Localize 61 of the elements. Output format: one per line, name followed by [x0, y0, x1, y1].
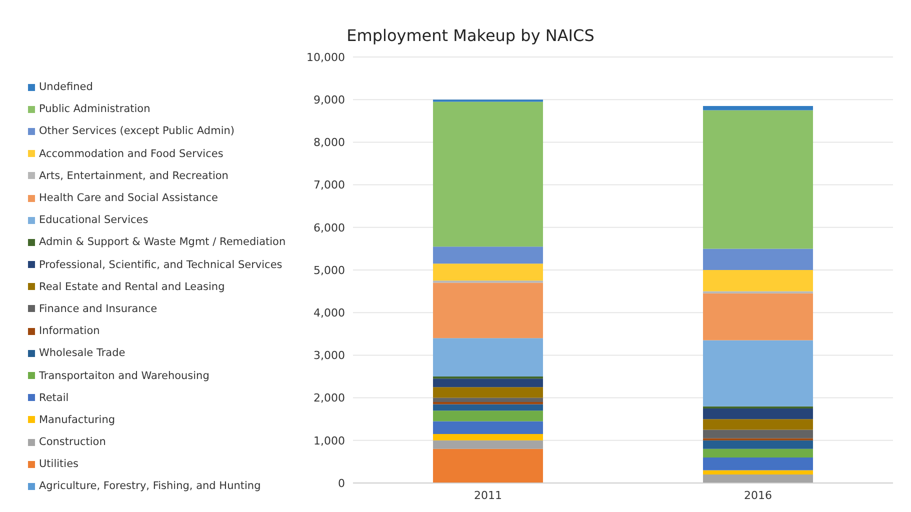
- bar: [703, 106, 813, 110]
- legend-label: Educational Services: [39, 214, 148, 226]
- legend-label: Real Estate and Rental and Leasing: [39, 280, 225, 293]
- y-tick-label: 1,000: [314, 434, 345, 448]
- legend-label: Utilities: [39, 458, 79, 470]
- legend-label: Health Care and Social Assistance: [39, 192, 218, 204]
- bar: [703, 340, 813, 406]
- bar: [703, 457, 813, 470]
- legend-label: Wholesale Trade: [39, 347, 126, 360]
- bar: [433, 102, 543, 247]
- bar: [433, 378, 543, 388]
- y-tick-label: 9,000: [314, 94, 345, 107]
- bar: [703, 448, 813, 458]
- bar: [433, 246, 543, 264]
- bar: [433, 387, 543, 398]
- bar: [703, 474, 813, 483]
- legend-label: Accommodation and Food Services: [39, 148, 224, 160]
- y-tick-label: 2,000: [314, 392, 345, 405]
- bar: [703, 293, 813, 340]
- bar: [703, 270, 813, 292]
- y-tick-label: 10,000: [306, 50, 345, 64]
- bar: [703, 408, 813, 420]
- bar: [703, 419, 813, 430]
- bar: [433, 448, 543, 483]
- legend-label: Arts, Entertainment, and Recreation: [39, 170, 228, 182]
- legend-label: Construction: [39, 436, 106, 448]
- legend-label: Undefined: [39, 81, 93, 94]
- legend-label: Retail: [39, 392, 69, 404]
- bar: [433, 440, 543, 449]
- bar: [433, 404, 543, 411]
- bar: [433, 338, 543, 376]
- x-tick-label: 2011: [474, 488, 502, 502]
- legend-label: Transportaiton and Warehousing: [39, 370, 210, 382]
- y-tick-label: 8,000: [314, 136, 345, 150]
- x-tick-label: 2016: [744, 488, 772, 502]
- y-tick-label: 3,000: [314, 349, 345, 362]
- bar: [703, 110, 813, 249]
- y-tick-label: 0: [338, 476, 345, 490]
- legend-label: Information: [39, 325, 100, 338]
- bar: [703, 470, 813, 474]
- bar: [433, 264, 543, 281]
- bar: [433, 434, 543, 440]
- y-tick-label: 4,000: [314, 306, 345, 320]
- legend-label: Professional, Scientific, and Technical Services: [39, 258, 282, 271]
- y-tick-label: 6,000: [314, 221, 345, 234]
- legend-label: Finance and Insurance: [39, 302, 158, 315]
- bar: [433, 282, 543, 338]
- y-tick-label: 5,000: [314, 264, 345, 277]
- bar: [703, 430, 813, 438]
- bar: [433, 410, 543, 422]
- legend-label: Public Administration: [39, 103, 150, 116]
- legend-label: Admin & Support & Waste Mgmt / Remediation: [39, 236, 286, 248]
- bar: [703, 248, 813, 270]
- legend-label: Manufacturing: [39, 414, 116, 426]
- bar: [433, 421, 543, 434]
- legend-label: Agriculture, Forestry, Fishing, and Hunting: [39, 480, 261, 492]
- chart-title: Employment Makeup by NAICS: [346, 26, 596, 45]
- legend-label: Other Services (except Public Admin): [39, 125, 234, 138]
- bar: [433, 398, 543, 402]
- bar: [703, 440, 813, 449]
- y-tick-label: 7,000: [314, 178, 345, 192]
